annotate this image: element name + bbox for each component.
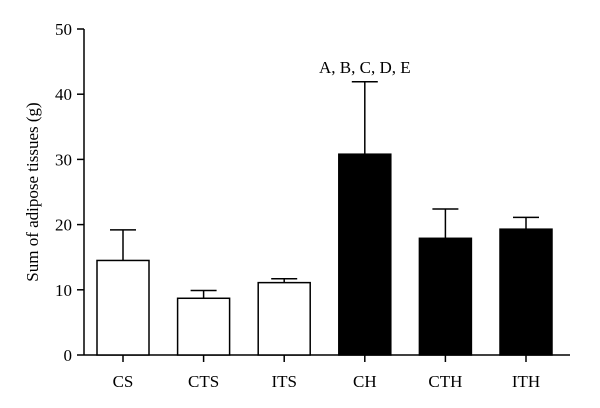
bars-group (96, 153, 553, 356)
bar-ith (499, 228, 553, 356)
x-axis-category-labels: CS CTS ITS CH CTH ITH (113, 355, 540, 391)
y-tick-label: 40 (55, 85, 72, 104)
x-category-label-ch: CH (353, 372, 377, 391)
y-tick-label: 20 (55, 216, 72, 235)
y-axis-ticks: 0 10 20 30 40 50 (55, 20, 84, 365)
x-category-label-cts: CTS (188, 372, 219, 391)
bar-its (257, 281, 311, 356)
y-axis-title: Sum of adipose tissues (g) (23, 102, 42, 281)
significance-annotation: A, B, C, D, E (319, 58, 411, 77)
bar-cs (96, 259, 150, 356)
y-tick-label: 30 (55, 150, 72, 169)
y-tick-label: 50 (55, 20, 72, 39)
annotations-group: A, B, C, D, E (319, 58, 411, 77)
bar-cts (176, 297, 231, 356)
y-tick-label: 0 (64, 346, 73, 365)
x-category-label-ith: ITH (512, 372, 540, 391)
x-category-label-cth: CTH (428, 372, 462, 391)
x-category-label-cs: CS (113, 372, 134, 391)
y-tick-label: 10 (55, 281, 72, 300)
bar-cth (418, 237, 473, 356)
bar-ch (338, 153, 392, 356)
x-category-label-its: ITS (271, 372, 297, 391)
error-bars-group (110, 81, 539, 299)
